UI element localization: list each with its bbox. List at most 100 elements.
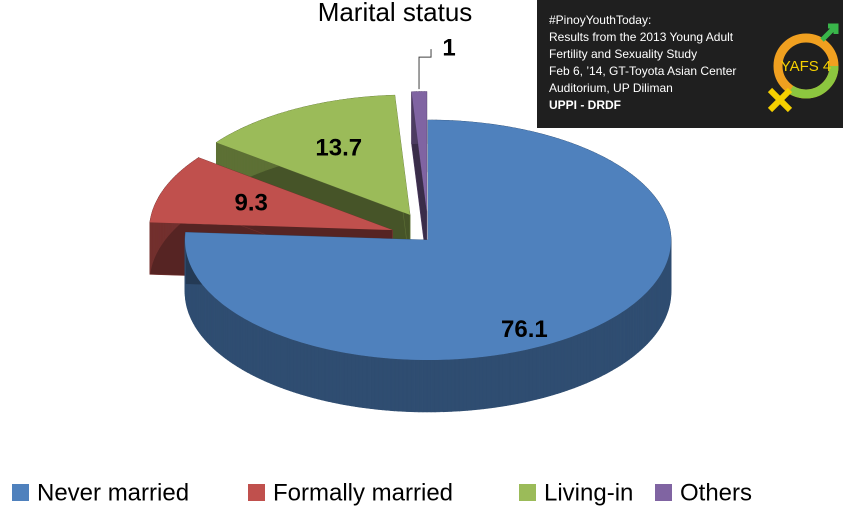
slice-side xyxy=(351,353,356,407)
slice-side xyxy=(532,347,537,401)
slice-side xyxy=(570,335,575,390)
slice-side xyxy=(446,359,452,412)
slice-side xyxy=(567,336,572,391)
slice-side xyxy=(247,319,251,375)
overlay-line: Auditorium, UP Diliman xyxy=(549,81,673,95)
legend-swatch xyxy=(12,484,29,501)
slice-side xyxy=(580,331,584,386)
slice-side xyxy=(438,359,444,413)
data-label: 9.3 xyxy=(234,189,267,216)
slice-side xyxy=(629,304,633,360)
logo-male xyxy=(820,23,839,42)
slice-side xyxy=(474,356,480,411)
overlay-line: #PinoyYouthToday: xyxy=(549,13,651,27)
slice-side xyxy=(509,351,515,406)
slice-side xyxy=(252,322,257,378)
legend-label: Formally married xyxy=(273,479,453,506)
slice-side xyxy=(310,344,315,399)
slice-side xyxy=(606,319,611,374)
slice-side xyxy=(317,346,322,401)
slice-side xyxy=(267,329,272,384)
slice-side xyxy=(258,325,263,381)
slice-side xyxy=(612,316,616,371)
slice-side xyxy=(517,350,522,404)
slice-side xyxy=(255,324,260,379)
slice-side xyxy=(276,333,281,388)
slice-side xyxy=(614,314,618,370)
slice-side xyxy=(635,299,639,355)
slice-side xyxy=(557,340,562,394)
slice-side xyxy=(261,327,266,382)
slice-side xyxy=(232,310,236,366)
slice-side xyxy=(539,345,544,399)
slice-side xyxy=(619,311,623,367)
slice-side xyxy=(430,359,436,413)
slice-side xyxy=(426,359,432,413)
slice-side xyxy=(300,341,305,396)
slice-side xyxy=(264,328,269,383)
slice xyxy=(216,95,411,215)
data-label: 1 xyxy=(442,35,455,62)
slice-side xyxy=(550,342,555,397)
slice-side xyxy=(244,318,248,373)
slice-side xyxy=(386,357,392,411)
slice-side xyxy=(603,320,608,376)
slice-side xyxy=(633,301,637,357)
slice-side xyxy=(293,339,298,394)
legend: Never married Formally married Living-in Ot… xyxy=(12,479,752,506)
slice-side xyxy=(543,344,548,398)
slice-side xyxy=(370,356,376,410)
slice-side xyxy=(366,355,372,409)
legend-label: Others xyxy=(680,479,752,506)
logo-ring-accent xyxy=(773,33,839,99)
slice-side xyxy=(220,302,224,358)
logo-female xyxy=(767,87,793,113)
overlay-box xyxy=(537,0,843,128)
slice-side xyxy=(609,317,613,373)
slice-side xyxy=(270,331,275,386)
slice-side xyxy=(216,298,220,354)
slice-side xyxy=(450,358,456,412)
slice-side xyxy=(283,336,288,391)
slice-side xyxy=(328,349,333,403)
slice-side xyxy=(303,342,308,397)
slice-side xyxy=(398,358,404,412)
slice-side xyxy=(592,326,596,381)
slice-side xyxy=(286,337,291,392)
slice-side xyxy=(560,338,565,393)
slice-side xyxy=(595,324,599,380)
slice-side xyxy=(358,354,364,408)
slice-side xyxy=(528,347,533,402)
slice-group xyxy=(184,119,672,413)
slice-side xyxy=(250,321,254,376)
slice-side xyxy=(227,307,231,363)
slice-side xyxy=(478,356,484,410)
legend-label: Never married xyxy=(37,479,189,506)
slice-side xyxy=(577,332,581,388)
slice-side xyxy=(410,359,416,413)
slice-side xyxy=(242,316,246,372)
slice-side xyxy=(378,357,384,411)
slice-side xyxy=(482,356,488,410)
slice-side xyxy=(506,352,511,406)
slice xyxy=(185,120,671,360)
legend-swatch xyxy=(248,484,265,501)
slice-side xyxy=(321,347,326,402)
overlay-line: Feb 6, ’14, GT-Toyota Asian Center xyxy=(549,64,736,78)
slice-side xyxy=(513,351,519,405)
slice-side xyxy=(355,354,360,408)
slice-side xyxy=(406,359,412,413)
slice-side xyxy=(332,349,337,404)
slice-side xyxy=(382,357,388,411)
slice-side xyxy=(239,315,243,370)
pie: 76.1 9.3 13.7 1 xyxy=(149,35,672,413)
slice-side xyxy=(631,303,635,358)
slice-side xyxy=(296,340,301,395)
chart-title: Marital status xyxy=(318,0,473,27)
overlay-footer: UPPI - DRDF xyxy=(549,98,621,112)
slice-side xyxy=(289,338,294,393)
slice-side xyxy=(553,341,558,396)
slice-side xyxy=(454,358,460,412)
slice-side xyxy=(490,355,496,409)
